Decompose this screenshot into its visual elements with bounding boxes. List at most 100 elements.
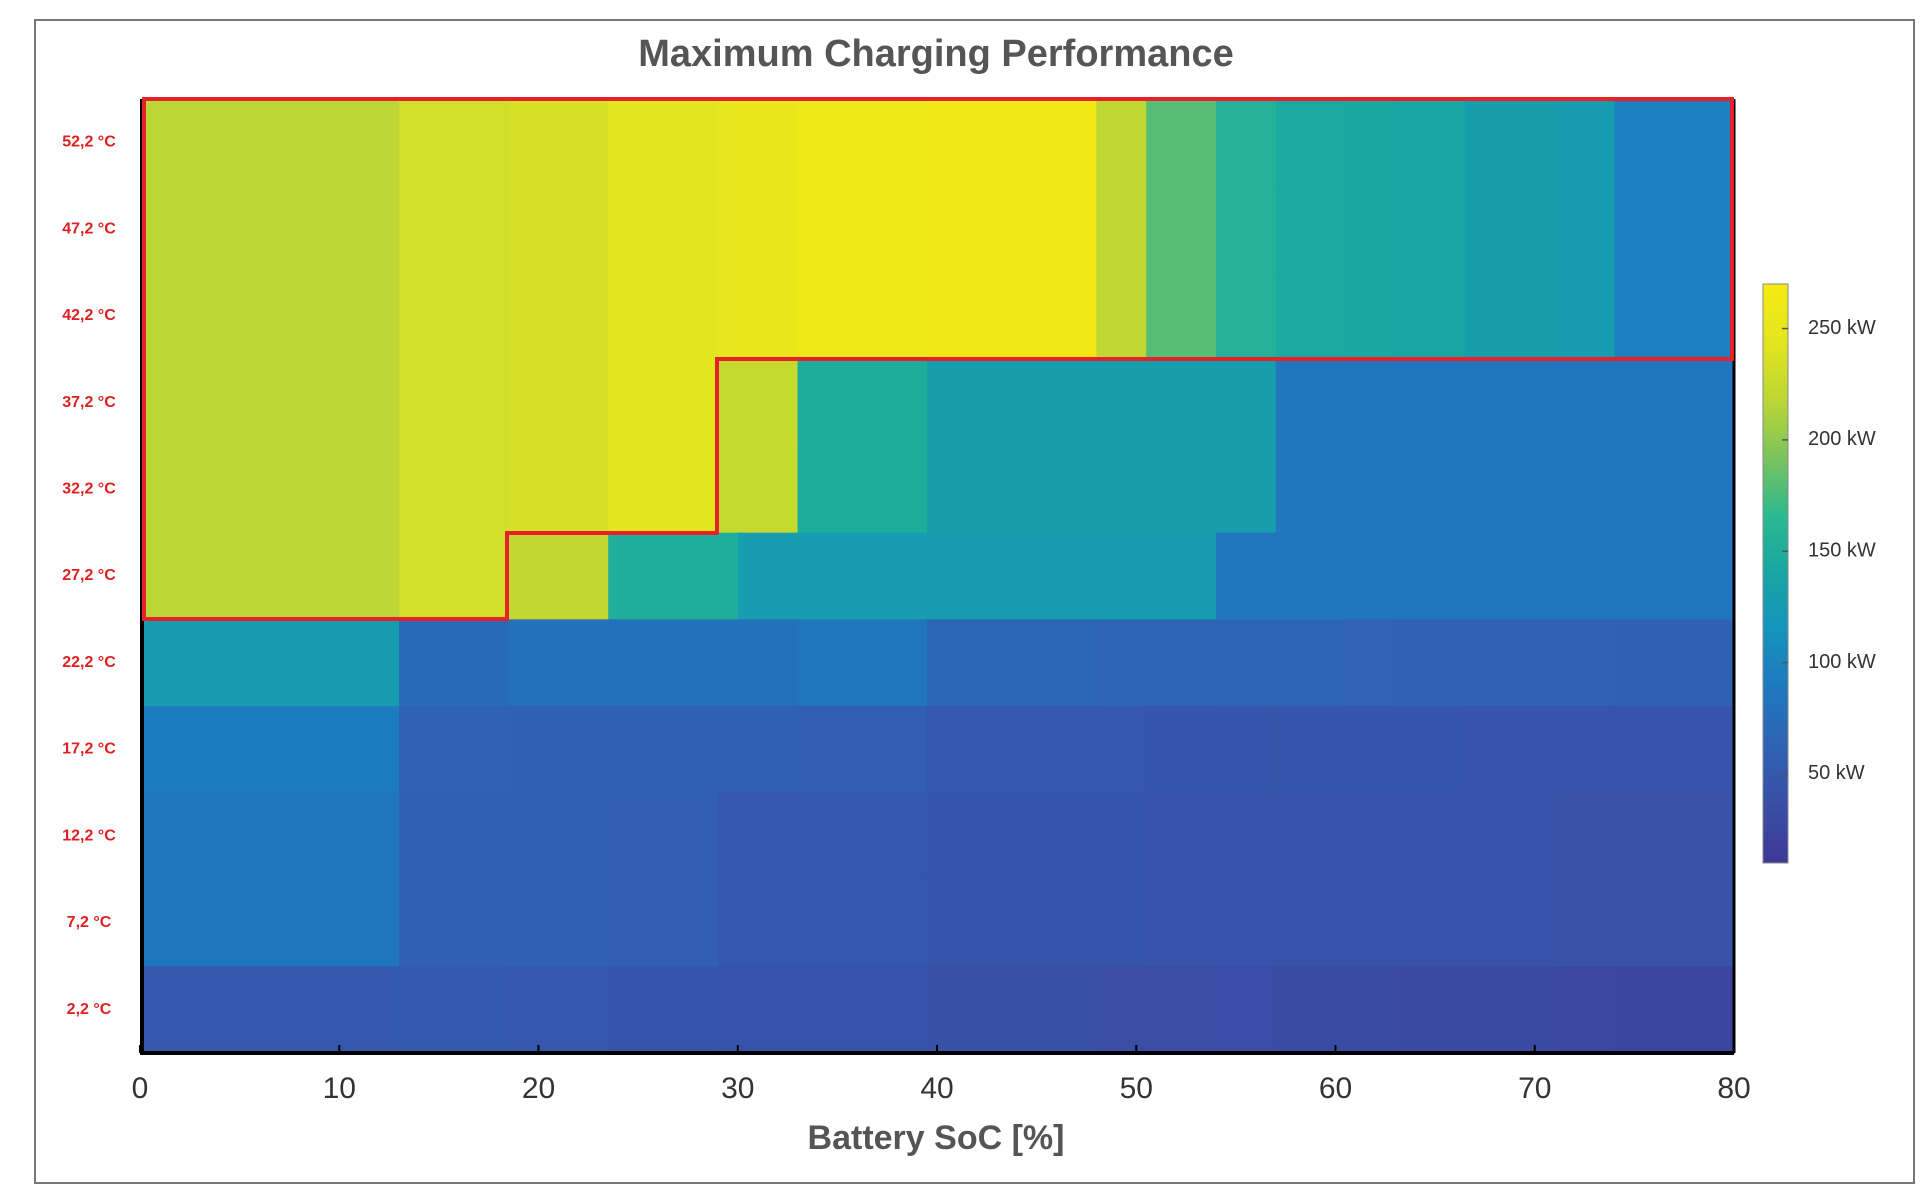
heatmap-cell [1614,879,1735,967]
heatmap-cell [927,99,1097,187]
heatmap-cell [927,185,1097,274]
heatmap-cell [1614,272,1735,360]
heatmap-cell [608,792,719,881]
heatmap-cell [1614,99,1735,187]
y-tick-label: 47,2 °C [62,220,116,237]
heatmap-cell [1465,706,1556,794]
heatmap-cell [797,185,928,274]
heatmap-cell [927,792,1097,881]
heatmap-cell [1345,185,1396,274]
x-tick-label: 0 [132,1072,149,1105]
heatmap-cell [1395,792,1466,881]
heatmap-cell [1465,185,1556,274]
heatmap-cell [1275,879,1347,967]
heatmap-cell [1345,532,1396,620]
heatmap-cell [927,706,1097,794]
heatmap-cell [717,966,739,1054]
heatmap-cell [1395,99,1466,187]
heatmap-cell [737,185,799,274]
y-tick-label: 22,2 °C [62,654,116,671]
heatmap-cell [1395,966,1466,1054]
heatmap-cell [797,359,928,447]
heatmap-cell [1345,966,1396,1054]
heatmap-cell [399,272,510,360]
heatmap-cell [1215,445,1277,534]
heatmap-cell [1614,445,1735,534]
heatmap-cell [508,445,609,534]
heatmap-cell [1345,445,1396,534]
heatmap-cell [508,879,609,967]
heatmap-cell [608,185,719,274]
heatmap-cell [1554,272,1616,360]
x-tick-label: 80 [1717,1072,1750,1105]
heatmap-cell [1146,619,1217,707]
x-tick-label: 70 [1518,1072,1551,1105]
heatmap-cell [717,359,739,447]
heatmap-cell [1096,99,1147,187]
heatmap-cell [1465,792,1556,881]
heatmap-cell [1614,706,1735,794]
heatmap-cell [1345,792,1396,881]
heatmap-cell [608,99,719,187]
heatmap-cell [1275,619,1347,707]
heatmap-cell [1275,272,1347,360]
heatmap-cell [1146,185,1217,274]
heatmap-cell [1096,445,1147,534]
heatmap-cell [717,272,739,360]
y-tick-label: 7,2 °C [67,914,112,931]
heatmap-cell [399,966,510,1054]
heatmap-cell [1554,99,1616,187]
heatmap-cell [1614,619,1735,707]
heatmap-cell [1215,359,1277,447]
heatmap-cell [927,272,1097,360]
heatmap-cell [608,445,719,534]
heatmap-cell [140,706,400,794]
heatmap-cell [1275,532,1347,620]
heatmap-cell [1146,445,1217,534]
heatmap-cell [1554,359,1616,447]
heatmap-cell [399,879,510,967]
chart-title: Maximum Charging Performance [638,33,1233,75]
heatmap-cell [1614,966,1735,1054]
heatmap-cell [1395,532,1466,620]
heatmap-cell [797,99,928,187]
heatmap-cell [1345,359,1396,447]
heatmap-cell [508,185,609,274]
heatmap-cell [1275,185,1347,274]
heatmap-cell [927,966,1097,1054]
heatmap-cell [797,445,928,534]
heatmap-cell [1395,619,1466,707]
heatmap-cell [140,185,400,274]
heatmap-cell [797,966,928,1054]
heatmap-cell [1146,706,1217,794]
heatmap-cell [927,619,1097,707]
y-tick-label: 37,2 °C [62,394,116,411]
heatmap-cell [1395,185,1466,274]
heatmap-cell [608,359,719,447]
heatmap-cell [140,966,400,1054]
heatmap-cell [1146,99,1217,187]
heatmap-cell [1465,879,1556,967]
heatmap-cell [1215,99,1277,187]
heatmap-cell [1096,185,1147,274]
heatmap-cell [1146,532,1217,620]
heatmap-cell [737,706,799,794]
heatmap-cell [140,445,400,534]
heatmap-cell [1215,619,1277,707]
heatmap-cell [508,966,609,1054]
heatmap-cell [1554,966,1616,1054]
heatmap-cell [399,359,510,447]
x-axis-label: Battery SoC [%] [808,1119,1065,1157]
heatmap-cell [797,532,928,620]
colorbar-tick-label: 200 kW [1808,428,1876,450]
heatmap-cell [1275,359,1347,447]
heatmap-cell [1345,879,1396,967]
heatmap-cell [608,532,719,620]
heatmap-cell [717,532,739,620]
heatmap-cell [1395,272,1466,360]
heatmap-cell [927,359,1097,447]
y-tick-label: 2,2 °C [67,1001,112,1018]
heatmap-cell [737,272,799,360]
y-tick-label: 52,2 °C [62,134,116,151]
